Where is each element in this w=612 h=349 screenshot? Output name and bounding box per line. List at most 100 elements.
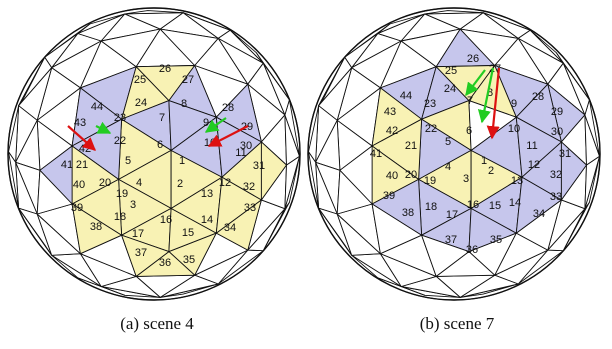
cell-label: 6 [157,139,163,151]
cell-label: 12 [528,159,540,171]
cell-label: 8 [487,87,493,99]
cell-label: 31 [253,160,265,172]
caption-panel-a: (a) scene 4 [120,314,194,333]
cell-label: 34 [533,208,545,220]
mesh-face [308,151,320,209]
cell-label: 4 [136,177,142,189]
cell-label: 24 [135,97,147,109]
cell-label: 25 [445,65,457,77]
cell-label: 15 [489,200,501,212]
mesh-face [260,141,287,201]
cell-label: 2 [177,178,183,190]
cell-label: 20 [405,169,417,181]
cell-label: 23 [424,98,436,110]
cell-label: 3 [130,199,136,211]
sphere-panel-a: 1234567891011121314151617181920212223242… [7,7,301,301]
mesh-face [124,10,184,15]
cell-label: 13 [201,188,213,200]
cell-label: 4 [445,161,451,173]
cell-label: 28 [222,102,234,114]
mesh-face [318,56,346,107]
mesh-face [482,12,531,31]
cell-label: 17 [132,228,144,240]
green-arrow-to-7 [465,69,486,97]
caption-panel-b: (b) scene 7 [419,314,495,333]
mesh-face [36,169,73,215]
cell-label: 7 [467,95,473,107]
cell-label: 7 [159,112,165,124]
cell-label: 23 [114,112,126,124]
mesh-face [336,169,373,215]
cell-label: 35 [490,234,502,246]
cell-label: 11 [526,140,537,152]
cell-label: 26 [159,63,171,75]
cell-label: 33 [244,202,256,214]
cell-label: 29 [551,106,563,118]
mesh-face [8,151,20,209]
cell-label: 32 [243,181,255,193]
cell-label: 21 [76,159,88,171]
cell-label: 1 [179,155,185,167]
sphere-rim [7,7,301,301]
cell-label: 40 [386,170,398,182]
cell-label: 14 [509,197,521,209]
cell-label: 3 [463,173,469,185]
cell-label: 41 [370,148,382,160]
red-arrow-to-2 [486,67,501,140]
cell-label: 38 [90,221,102,233]
cell-label: 10 [508,123,520,135]
cell-label: 18 [425,201,437,213]
cell-label: 22 [425,123,437,135]
cell-label: 36 [466,244,478,256]
cell-label: 35 [183,254,195,266]
mesh-face [121,234,170,277]
cell-label: 19 [116,188,128,200]
cell-label: 5 [125,155,131,167]
cell-label: 28 [532,91,544,103]
cell-label: 15 [182,227,194,239]
red-arrow-to-10 [207,125,249,147]
cell-label: 37 [445,234,457,246]
mesh-face [18,207,53,256]
cell-label: 17 [446,209,458,221]
cell-label: 20 [99,177,111,189]
cell-label: 27 [182,74,194,86]
cell-label: 13 [511,175,523,187]
mesh-face [168,100,217,151]
mesh-face [229,29,264,64]
mesh-face [424,10,484,15]
mesh-face [18,56,46,107]
cell-label: 30 [551,126,563,138]
cell-label: 19 [424,175,436,187]
cell-label: 33 [550,191,562,203]
sphere-panel-b: 1234567891011121314151617181920212223242… [307,7,601,301]
cell-label: 26 [467,53,479,65]
mesh-face [71,203,123,255]
red-arrow-to-21 [67,125,96,151]
cell-label: 42 [386,125,398,137]
cell-label: 25 [134,74,146,86]
cell-label: 16 [160,214,172,226]
cell-label: 36 [159,257,171,269]
cell-label: 22 [114,135,126,147]
cell-label: 1 [481,155,487,167]
mesh-face [560,141,587,201]
cell-label: 37 [135,247,147,259]
cell-label: 39 [71,202,83,214]
cell-label: 41 [61,159,73,171]
mesh-face [371,203,423,255]
mesh-face [182,12,231,31]
cell-label: 2 [488,165,494,177]
cell-label: 30 [240,140,252,152]
cell-label: 39 [383,190,395,202]
green-arrow-to-22 [95,121,112,134]
cell-label: 11 [235,147,246,159]
mesh-face [529,29,564,64]
mesh-face [421,234,470,277]
cell-label: 43 [74,117,86,129]
mesh-face [515,116,562,178]
cell-label: 9 [203,117,209,129]
green-arrow-to-6 [477,67,495,124]
cell-label: 8 [181,98,187,110]
cell-label: 16 [467,199,479,211]
